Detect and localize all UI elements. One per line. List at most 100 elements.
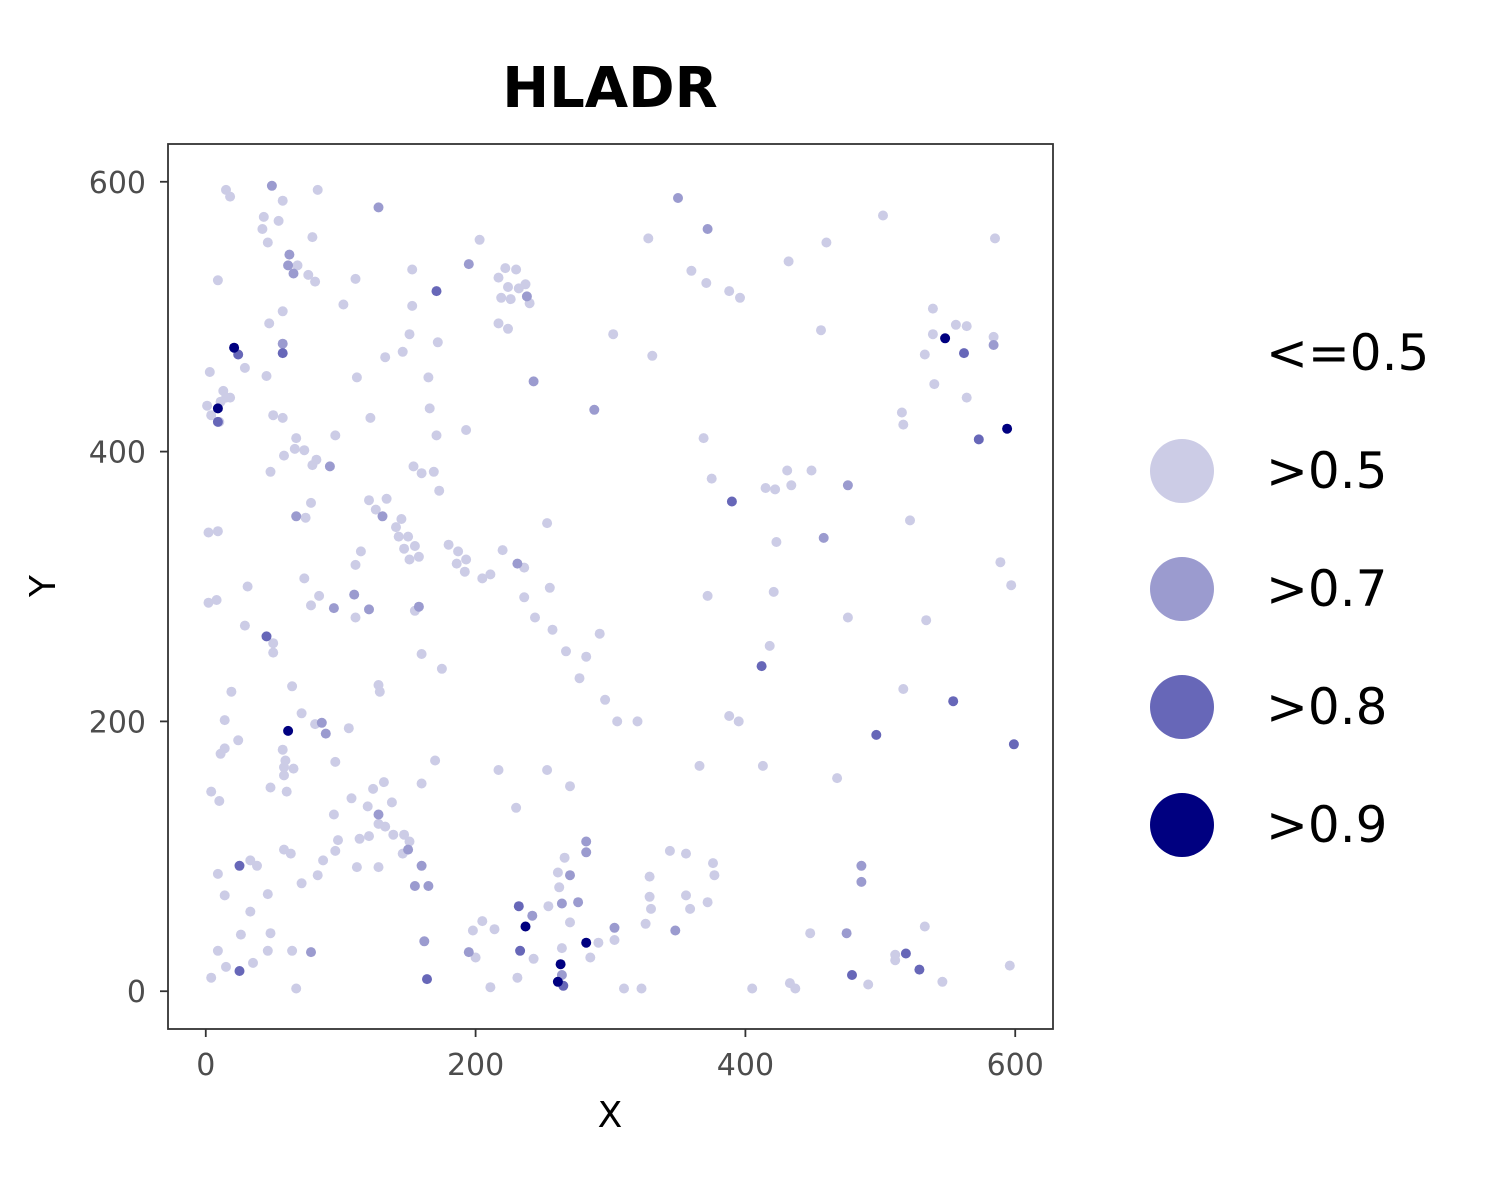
data-point (461, 425, 472, 435)
data-point (995, 557, 1006, 568)
legend-swatch (1150, 321, 1214, 385)
data-point (380, 352, 391, 363)
data-point (644, 891, 655, 902)
data-point (261, 371, 272, 381)
data-point (724, 286, 735, 297)
data-point (202, 400, 213, 411)
data-point (771, 537, 782, 547)
data-point (503, 323, 513, 334)
data-point (399, 829, 410, 840)
data-point (556, 943, 567, 954)
data-point (555, 959, 566, 970)
data-point (350, 612, 361, 623)
data-point (233, 735, 244, 746)
legend-label: <=0.5 (1266, 324, 1429, 382)
y-tick-label: 200 (89, 705, 146, 740)
data-point (311, 454, 322, 465)
data-point (351, 862, 362, 873)
data-point (234, 860, 245, 871)
data-point (283, 725, 294, 736)
data-point (520, 921, 531, 932)
data-point (608, 329, 619, 340)
data-point (277, 412, 288, 423)
data-point (374, 686, 385, 697)
data-point (219, 715, 230, 726)
data-point (574, 673, 585, 684)
data-point (287, 945, 298, 956)
legend-label: >0.8 (1266, 678, 1387, 736)
data-point (898, 684, 909, 694)
data-point (212, 275, 223, 286)
data-point (453, 546, 464, 557)
data-point (500, 263, 511, 274)
data-point (333, 835, 343, 846)
data-point (262, 945, 273, 956)
data-point (841, 928, 852, 939)
data-point (397, 346, 408, 357)
data-point (428, 466, 439, 477)
data-point (268, 638, 279, 649)
data-point (284, 249, 295, 260)
data-point (581, 836, 592, 847)
data-point (519, 592, 530, 603)
data-point (306, 947, 316, 958)
data-point (461, 554, 472, 565)
data-point (847, 970, 857, 980)
data-point (242, 581, 253, 592)
data-point (307, 232, 318, 243)
data-point (609, 922, 620, 933)
data-point (277, 348, 288, 359)
data-point (708, 858, 718, 869)
data-point (589, 404, 600, 415)
data-point (470, 952, 481, 963)
data-point (503, 282, 513, 292)
data-point (261, 631, 272, 642)
data-point (399, 543, 410, 554)
data-point (961, 321, 972, 332)
data-point (312, 870, 323, 881)
data-point (1004, 960, 1015, 971)
points-layer (202, 180, 1019, 994)
data-point (988, 331, 999, 342)
data-point (948, 696, 959, 707)
data-point (565, 870, 575, 881)
data-point (283, 260, 294, 271)
data-point (388, 829, 399, 840)
data-point (368, 783, 379, 794)
data-point (919, 349, 930, 360)
data-point (432, 337, 443, 348)
data-point (842, 612, 853, 623)
data-point (552, 976, 563, 987)
data-point (647, 350, 658, 361)
chart-title: HLADR (502, 56, 718, 121)
legend-swatch (1150, 439, 1214, 503)
data-point (219, 743, 230, 754)
data-point (423, 372, 434, 383)
data-point (561, 646, 571, 657)
y-tick-label: 0 (127, 975, 146, 1010)
data-point (878, 210, 888, 221)
data-point (212, 945, 223, 956)
data-point (816, 325, 826, 336)
data-point (724, 711, 735, 721)
data-point (268, 647, 279, 658)
data-point (726, 496, 737, 507)
data-point (221, 961, 231, 972)
data-point (279, 770, 289, 781)
data-point (404, 329, 415, 340)
data-point (252, 860, 262, 871)
data-point (644, 871, 655, 882)
data-point (436, 663, 447, 674)
data-point (377, 511, 388, 522)
data-point (896, 407, 907, 418)
data-point (403, 531, 414, 542)
data-point (277, 306, 288, 317)
data-point (350, 559, 361, 570)
data-point (350, 273, 361, 284)
data-point (477, 573, 488, 584)
data-point (431, 430, 442, 441)
data-point (296, 878, 307, 889)
data-point (291, 433, 302, 444)
data-point (542, 518, 553, 529)
data-point (543, 901, 554, 912)
